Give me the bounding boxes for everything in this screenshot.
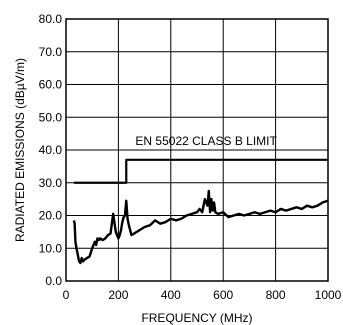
y-tick-label: 70.0 xyxy=(39,45,63,59)
plot-frame xyxy=(65,18,329,282)
x-tick-label: 800 xyxy=(266,288,286,302)
x-tick-label: 0 xyxy=(63,288,70,302)
y-tick-label: 40.0 xyxy=(39,143,63,157)
annotations: EN 55022 CLASS B LIMIT xyxy=(135,134,277,148)
x-tick-labels: 0 200 400 600 800 1000 xyxy=(63,288,342,302)
x-axis-title: FREQUENCY (MHz) xyxy=(141,311,252,325)
y-tick-label: 50.0 xyxy=(39,110,63,124)
grid xyxy=(66,19,328,281)
series-group xyxy=(72,158,329,265)
y-tick-label: 0.0 xyxy=(45,274,62,288)
y-tick-labels: 0.0 10.0 20.0 30.0 40.0 50.0 60.0 70.0 80.0 xyxy=(39,12,63,288)
x-tick-label: 1000 xyxy=(315,288,342,302)
y-tick-label: 80.0 xyxy=(39,12,63,26)
limit-line xyxy=(73,158,328,184)
x-tick-label: 400 xyxy=(161,288,181,302)
y-tick-label: 30.0 xyxy=(39,176,63,190)
limit-annotation: EN 55022 CLASS B LIMIT xyxy=(135,134,277,148)
y-tick-label: 60.0 xyxy=(39,78,63,92)
x-tick-label: 600 xyxy=(213,288,233,302)
y-tick-label: 20.0 xyxy=(39,209,63,223)
y-tick-label: 10.0 xyxy=(39,241,63,255)
y-axis-title: RADIATED EMISSIONS (dBµV/m) xyxy=(13,58,27,242)
x-tick-label: 200 xyxy=(108,288,128,302)
emissions-trace xyxy=(72,189,329,265)
